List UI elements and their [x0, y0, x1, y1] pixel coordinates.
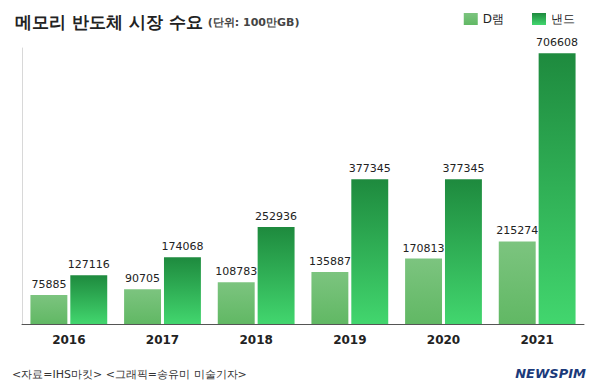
svg-text:252936: 252936 — [255, 210, 297, 223]
svg-text:2017: 2017 — [146, 333, 179, 347]
svg-text:127116: 127116 — [68, 258, 110, 271]
svg-text:2021: 2021 — [520, 333, 553, 347]
svg-text:2018: 2018 — [239, 333, 272, 347]
svg-text:377345: 377345 — [349, 162, 391, 175]
svg-text:D램: D램 — [483, 12, 504, 26]
svg-text:NEWSPIM: NEWSPIM — [515, 366, 586, 381]
svg-text:2016: 2016 — [52, 333, 85, 347]
svg-text:낸드: 낸드 — [551, 12, 575, 26]
svg-text:108783: 108783 — [215, 265, 257, 278]
svg-text:메모리 반도체 시장 수요: 메모리 반도체 시장 수요 — [15, 12, 203, 32]
svg-text:215274: 215274 — [496, 224, 538, 237]
svg-text:2020: 2020 — [427, 333, 460, 347]
svg-text:706608: 706608 — [536, 36, 578, 49]
svg-text:170813: 170813 — [403, 242, 445, 255]
svg-text:135887: 135887 — [309, 255, 351, 268]
svg-text:<자료=IHS마킷> <그래픽=송유미 미술기자>: <자료=IHS마킷> <그래픽=송유미 미술기자> — [12, 368, 247, 381]
svg-text:2019: 2019 — [333, 333, 366, 347]
svg-text:(단위: 100만GB): (단위: 100만GB) — [208, 16, 300, 29]
svg-text:174068: 174068 — [161, 240, 203, 253]
svg-text:90705: 90705 — [125, 272, 160, 285]
svg-text:75885: 75885 — [31, 278, 66, 291]
svg-text:377345: 377345 — [442, 162, 484, 175]
